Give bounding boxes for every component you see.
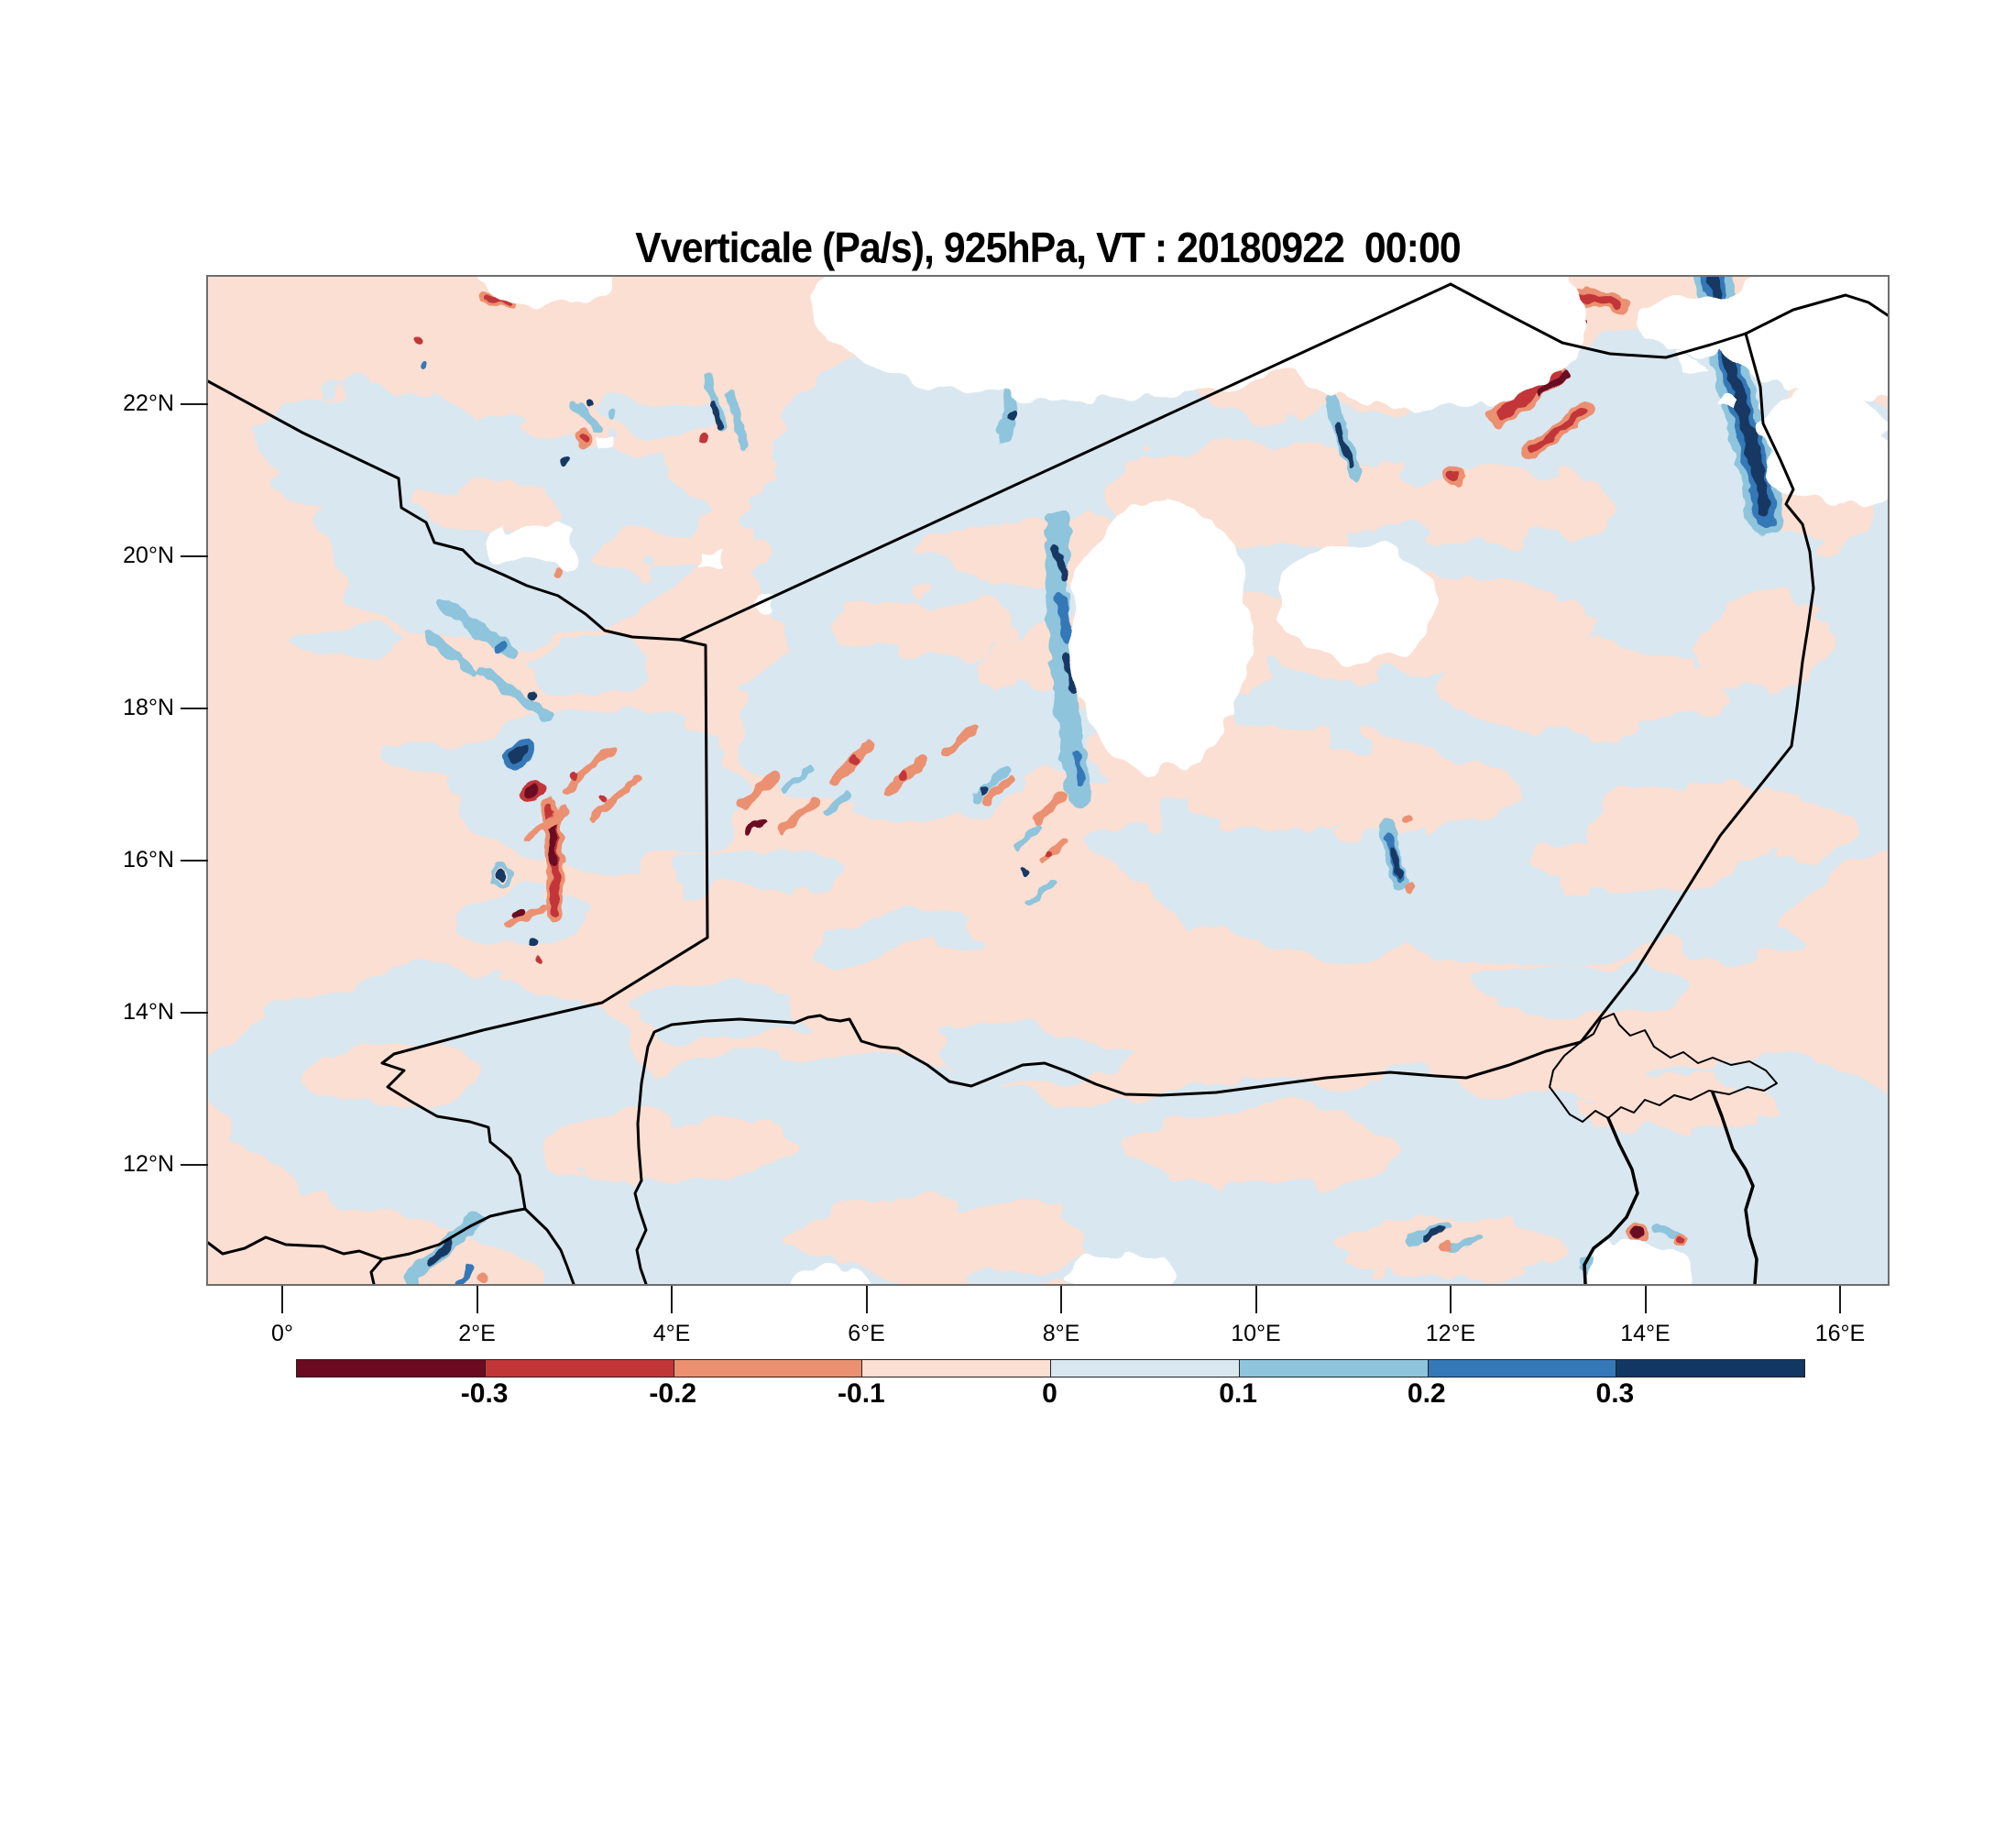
lon-tick-label: 6°E xyxy=(848,1321,885,1346)
border-algeria-niger xyxy=(678,282,1452,642)
border-chad-cameroon xyxy=(1711,1091,1759,1284)
lon-tick-label: 4°E xyxy=(652,1321,691,1346)
border-lake-chad xyxy=(1549,1013,1778,1123)
lon-tick-label: 16°E xyxy=(1814,1321,1866,1346)
lat-tick-label: 14°N xyxy=(123,999,174,1025)
border-burkina-niger xyxy=(380,1052,527,1211)
lon-tick-mark xyxy=(1839,1286,1841,1313)
lon-tick-label: 14°E xyxy=(1620,1321,1671,1346)
masked-white-areas xyxy=(478,277,1888,1284)
lat-tick-mark xyxy=(181,403,208,405)
lon-tick-label: 8°E xyxy=(1042,1321,1080,1346)
country-borders xyxy=(208,282,1888,1284)
lat-tick-label: 12°N xyxy=(123,1151,174,1177)
border-niger-benin-south xyxy=(633,1179,648,1284)
lat-tick-mark xyxy=(181,860,208,862)
lon-tick-mark xyxy=(476,1286,478,1313)
colorbar-segment xyxy=(1616,1360,1804,1377)
lon-tick-mark xyxy=(671,1286,673,1313)
colorbar-tick-label: -0.2 xyxy=(649,1378,697,1409)
colorbar-segment xyxy=(674,1360,863,1377)
plot-title: Vverticale (Pa/s), 925hPa, VT : 20180922… xyxy=(635,224,1461,271)
border-bottom-left xyxy=(208,1207,527,1261)
lat-tick-label: 16°N xyxy=(123,847,174,873)
colorbar-segment xyxy=(862,1360,1051,1377)
border-niger-nigeria xyxy=(636,1014,1583,1182)
lon-tick-mark xyxy=(1060,1286,1062,1313)
lon-tick-label: 2°E xyxy=(458,1321,496,1346)
lat-tick-label: 20°N xyxy=(123,543,174,568)
border-niger-chad xyxy=(1579,332,1815,1044)
border-libya-chad xyxy=(1744,293,1888,335)
colorbar-tick-label: -0.1 xyxy=(838,1378,885,1409)
lat-tick-label: 18°N xyxy=(123,695,174,720)
border-niger-libya xyxy=(1449,282,1748,359)
lat-tick-mark xyxy=(181,555,208,557)
lon-tick-label: 10°E xyxy=(1231,1321,1281,1346)
colorbar-segment xyxy=(485,1360,674,1377)
lat-tick-mark xyxy=(181,1012,208,1014)
map-canvas xyxy=(206,275,1890,1286)
border-mali-niger xyxy=(392,638,709,1056)
colorbar-segment xyxy=(1239,1360,1429,1377)
lat-tick-label: 22°N xyxy=(123,390,174,416)
lon-tick-mark xyxy=(1450,1286,1452,1313)
colorbar-segment xyxy=(1428,1360,1617,1377)
lat-tick-mark xyxy=(181,708,208,709)
colorbar-tick-label: 0.2 xyxy=(1407,1378,1446,1409)
colorbar-segment xyxy=(1051,1360,1240,1377)
lat-tick-mark xyxy=(181,1164,208,1166)
lon-tick-label: 12°E xyxy=(1425,1321,1476,1346)
colorbar-tick-label: 0.1 xyxy=(1219,1378,1257,1409)
map-plot-svg xyxy=(208,277,1888,1284)
colorbar xyxy=(296,1359,1805,1377)
border-bottom-left-branch xyxy=(369,1257,384,1284)
colorbar-segment xyxy=(297,1360,486,1377)
colorbar-tick-label: 0 xyxy=(1042,1378,1057,1409)
border-algeria-mali xyxy=(208,379,682,642)
colorbar-tick-label: -0.3 xyxy=(460,1378,509,1409)
border-benin-niger xyxy=(523,1207,575,1284)
lon-tick-mark xyxy=(1644,1286,1647,1313)
lon-tick-mark xyxy=(865,1286,868,1313)
border-nigeria-cameroon xyxy=(1583,1116,1639,1284)
colorbar-tick-label: 0.3 xyxy=(1595,1378,1635,1409)
lon-tick-label: 0° xyxy=(271,1321,293,1346)
lon-tick-mark xyxy=(1255,1286,1257,1313)
lon-tick-mark xyxy=(281,1286,283,1313)
